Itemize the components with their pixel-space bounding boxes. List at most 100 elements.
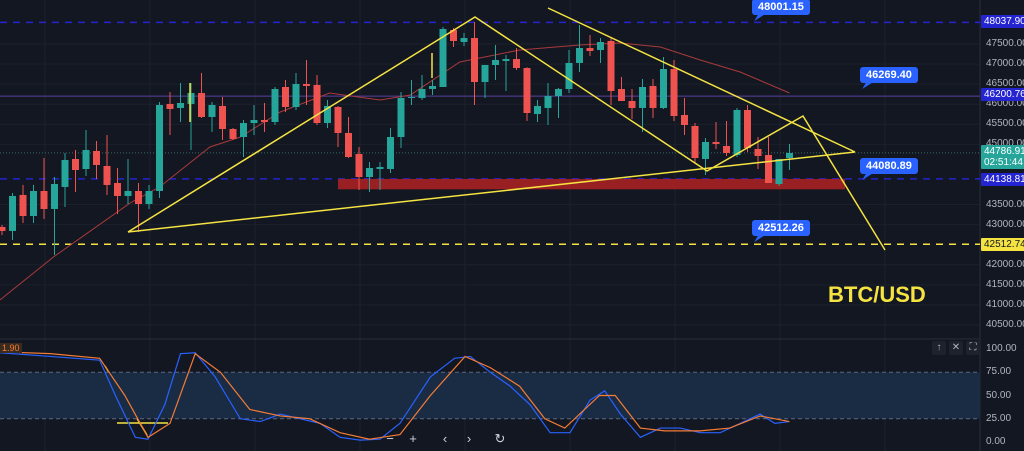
candle: [271, 86, 279, 126]
candle: [523, 67, 531, 121]
candle: [334, 105, 342, 147]
candle: [733, 107, 741, 157]
candle: [51, 176, 58, 255]
candle: [534, 99, 541, 122]
zoom-in-button[interactable]: +: [409, 431, 417, 446]
price-tick: 47500.00: [986, 38, 1024, 49]
candle-body: [198, 93, 205, 117]
move-pane-up-button[interactable]: ↑: [932, 341, 946, 355]
candle-body: [681, 115, 688, 126]
trendline-pattern[interactable]: [127, 16, 886, 251]
candle: [492, 45, 499, 81]
candle: [670, 60, 678, 121]
candles: [0, 22, 793, 255]
candle-body: [744, 109, 751, 149]
candle-body: [114, 183, 121, 196]
trendline-lower[interactable]: [127, 151, 856, 233]
zoom-out-button[interactable]: −: [386, 431, 394, 446]
price-callout-46269[interactable]: 46269.40: [860, 67, 918, 83]
candle-body: [261, 119, 268, 122]
price-tick: 43000.00: [986, 218, 1024, 230]
candle: [124, 159, 132, 204]
current-price-label: 44786.91 02:51:44: [981, 145, 1024, 169]
candle: [82, 129, 90, 176]
candle: [387, 128, 394, 173]
trendline-upper[interactable]: [547, 7, 856, 153]
candle: [187, 82, 195, 150]
candle: [639, 79, 646, 132]
candle-body: [639, 86, 646, 108]
candle: [429, 80, 436, 95]
candle: [145, 184, 153, 209]
level-label-48037: 48037.90: [981, 15, 1024, 28]
candle-body: [418, 88, 426, 98]
scroll-right-button[interactable]: ›: [466, 431, 472, 446]
candle-body: [334, 106, 342, 133]
candle-body: [30, 190, 37, 216]
candle-body: [135, 190, 142, 204]
candle-body: [775, 159, 783, 185]
price-tick: 46000.00: [986, 98, 1024, 110]
price-tick: 45000.00: [986, 138, 1024, 150]
candle-body: [61, 160, 69, 187]
price-callout-48001[interactable]: 48001.15: [752, 0, 810, 15]
candle-body: [177, 103, 184, 108]
candle-body: [72, 159, 79, 170]
candle-body: [439, 28, 447, 87]
candle-body: [324, 105, 331, 123]
price-tick: 41000.00: [986, 298, 1024, 310]
support-zone: [338, 178, 845, 190]
candle: [502, 54, 510, 92]
close-pane-button[interactable]: ✕: [949, 341, 963, 355]
candle-body: [250, 119, 258, 123]
candle: [219, 96, 226, 140]
candle-body: [355, 153, 363, 177]
maximize-pane-button[interactable]: ⛶: [966, 341, 980, 355]
candle: [61, 152, 69, 207]
candle-body: [502, 59, 510, 62]
candle-body: [628, 100, 636, 108]
stoch-band: [0, 372, 980, 419]
candle: [282, 80, 289, 112]
stoch-k-line: [0, 352, 790, 441]
candle: [229, 128, 237, 140]
candle: [565, 49, 573, 94]
candle: [628, 88, 636, 119]
candle-body: [292, 83, 300, 107]
candle: [471, 22, 478, 105]
horizontal-levels: [0, 21, 980, 245]
candle: [177, 82, 184, 122]
candle-body: [229, 128, 237, 139]
price-tick: 42000.00: [986, 258, 1024, 270]
candle: [723, 120, 730, 156]
price-callout-42512[interactable]: 42512.26: [752, 220, 810, 236]
candle: [607, 38, 615, 105]
candle-body: [345, 132, 352, 157]
candle-body: [544, 95, 552, 108]
candle-body: [303, 83, 310, 86]
candle: [114, 167, 121, 214]
level-label-44138: 44138.81: [981, 173, 1024, 186]
scroll-left-button[interactable]: ‹: [442, 431, 448, 446]
candle: [544, 82, 552, 126]
stoch-tick: 100.00: [986, 343, 1017, 354]
price-tick: 43500.00: [986, 198, 1024, 210]
candle-body: [103, 165, 111, 185]
stoch-d-line: [0, 351, 790, 440]
reset-chart-button[interactable]: ↻: [494, 431, 506, 446]
stoch-tick: 75.00: [986, 366, 1012, 378]
candle: [93, 140, 100, 179]
candle-body: [0, 226, 6, 231]
support-zone-rect[interactable]: [338, 178, 845, 190]
candle-body: [9, 195, 16, 231]
candle-body: [492, 60, 499, 65]
candle: [744, 104, 751, 152]
symbol-title: BTC/USD: [828, 282, 926, 307]
candle: [786, 143, 793, 170]
candle: [681, 97, 688, 135]
candle: [355, 146, 363, 190]
price-callout-44080[interactable]: 44080.89: [860, 158, 918, 174]
candle: [292, 72, 300, 110]
candle-body: [597, 41, 604, 51]
